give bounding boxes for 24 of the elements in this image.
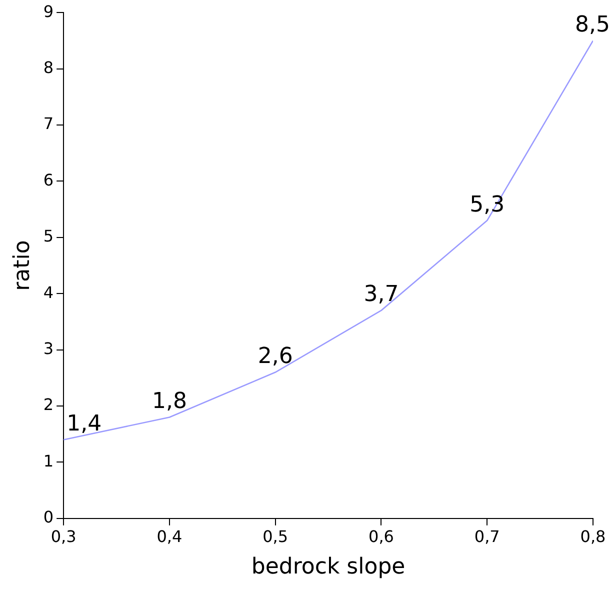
x-tick-label: 0,6 — [368, 527, 394, 546]
y-tick-label: 1 — [43, 451, 54, 470]
x-tick-label: 0,4 — [156, 527, 182, 546]
data-label: 5,3 — [470, 192, 505, 218]
y-tick-label: 7 — [43, 114, 54, 134]
y-axis-title: ratio — [10, 240, 35, 291]
y-tick-label: 8 — [43, 58, 54, 77]
y-tick-label: 9 — [43, 2, 54, 21]
y-tick-label: 2 — [43, 395, 54, 414]
data-label: 8,5 — [575, 12, 610, 38]
data-label: 1,4 — [66, 411, 102, 436]
y-tick-label: 6 — [43, 170, 54, 190]
y-tick-label: 0 — [43, 508, 54, 527]
y-tick-label: 5 — [43, 226, 54, 246]
x-axis-title: bedrock slope — [251, 554, 406, 580]
x-tick-label: 0,3 — [50, 527, 76, 546]
data-label: 1,8 — [152, 388, 187, 414]
data-label: 3,7 — [364, 282, 399, 308]
y-tick-label: 4 — [43, 282, 54, 302]
x-tick-label: 0,8 — [580, 527, 606, 546]
data-label: 2,6 — [258, 344, 293, 369]
x-tick-label: 0,7 — [474, 527, 500, 546]
y-tick-label: 3 — [43, 338, 54, 358]
x-tick-label: 0,5 — [262, 527, 288, 546]
